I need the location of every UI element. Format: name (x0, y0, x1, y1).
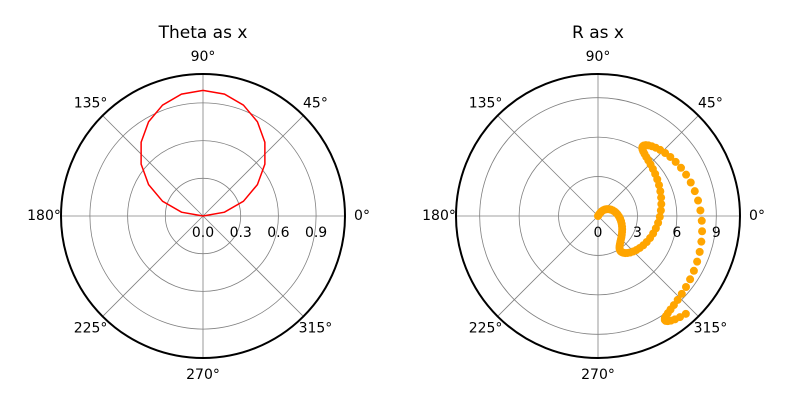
angle-tick-label: 0° (354, 208, 370, 224)
radial-tick-label: 0.3 (230, 225, 252, 241)
point (698, 227, 707, 236)
point (657, 200, 666, 209)
radial-grid-line (127, 140, 279, 292)
angle-tick-label: 270° (186, 367, 220, 383)
radial-tick-label: 6 (672, 225, 681, 241)
point (682, 170, 691, 179)
point (686, 275, 695, 284)
point (690, 187, 699, 196)
radial-tick-label: 0.9 (305, 225, 327, 241)
angle-grid-line (497, 115, 599, 217)
angle-tick-label: 90° (586, 49, 611, 65)
radial-grid-line (518, 136, 678, 296)
chart-title: R as x (572, 23, 624, 43)
radial-tick-label: 0.6 (267, 225, 289, 241)
polar-frame (60, 73, 346, 359)
angle-tick-label: 180° (422, 208, 456, 224)
angle-tick-label: 135° (74, 96, 108, 112)
radial-grid-line (558, 176, 638, 256)
point (682, 282, 691, 291)
point (666, 152, 675, 161)
point (695, 247, 704, 256)
angle-tick-label: 315° (299, 320, 333, 336)
point (677, 163, 686, 172)
point (657, 193, 666, 202)
point (677, 289, 686, 298)
point (656, 187, 665, 196)
angle-grid-line (497, 215, 599, 317)
point (693, 257, 702, 266)
angle-grid-line (202, 215, 304, 317)
radial-grid-line (89, 102, 317, 330)
angle-tick-label: 180° (27, 208, 61, 224)
radial-tick-label: 9 (712, 225, 721, 241)
angle-tick-label: 135° (469, 96, 503, 112)
angle-tick-label: 45° (303, 96, 328, 112)
polar-frame (455, 73, 741, 359)
angle-grid-line (597, 215, 699, 317)
line (140, 89, 266, 217)
angle-tick-label: 270° (581, 367, 615, 383)
point (689, 266, 698, 275)
point (671, 157, 680, 166)
radial-grid-line (164, 177, 242, 255)
radial-tick-label: 0 (594, 225, 603, 241)
angle-grid-line (202, 115, 304, 217)
point (696, 206, 705, 215)
radial-tick-label: 0.0 (192, 225, 214, 241)
angle-tick-label: 45° (698, 96, 723, 112)
point (681, 309, 690, 318)
point (655, 212, 664, 221)
chart-title: Theta as x (158, 23, 248, 43)
point (694, 196, 703, 205)
angle-tick-label: 225° (469, 320, 503, 336)
point (676, 313, 685, 322)
point (656, 206, 665, 215)
angle-grid-line (102, 115, 204, 217)
angle-tick-label: 90° (191, 49, 216, 65)
angle-grid-line (102, 215, 204, 317)
point (686, 178, 695, 187)
radial-tick-label: 3 (633, 225, 642, 241)
angle-tick-label: 315° (694, 320, 728, 336)
angle-tick-label: 0° (749, 208, 765, 224)
point (654, 218, 663, 227)
angle-tick-label: 225° (74, 320, 108, 336)
point (697, 216, 706, 225)
radial-grid-line (479, 97, 717, 335)
point (697, 237, 706, 246)
